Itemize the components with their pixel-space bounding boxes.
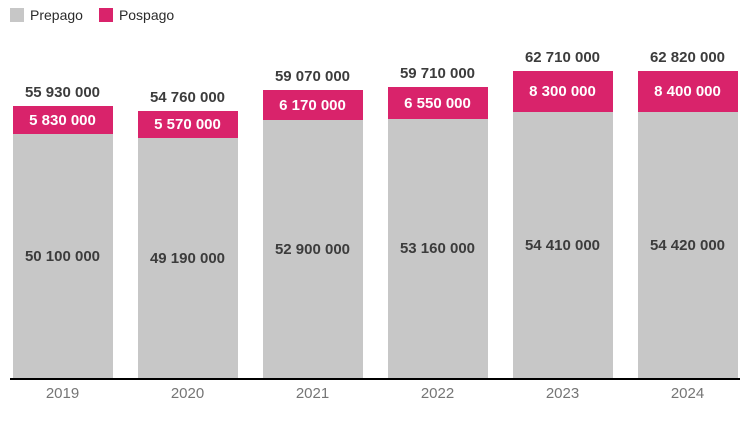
pospago-value-label: 5 570 000	[154, 116, 221, 133]
pospago-value-label: 5 830 000	[29, 111, 96, 129]
pospago-bar-segment[interactable]: 8 300 000	[512, 71, 613, 112]
x-axis-label-2020: 2020	[170, 385, 205, 402]
prepago-value-label: 54 410 000	[524, 236, 601, 254]
legend: Prepago Pospago	[10, 8, 174, 22]
prepago-swatch-icon	[10, 8, 24, 22]
x-axis-line	[10, 378, 740, 380]
prepago-value-label: 50 100 000	[24, 247, 101, 265]
pospago-value-label: 8 400 000	[654, 83, 721, 100]
prepago-bar-segment[interactable]: 53 160 000	[387, 119, 488, 378]
x-axis-label-2021: 2021	[295, 385, 330, 402]
bar-group-2024: 62 820 000 8 400 000 54 420 000	[625, 0, 750, 378]
pospago-bar-segment[interactable]: 5 570 000	[137, 111, 238, 138]
bar-group-2023: 62 710 000 8 300 000 54 410 000	[500, 0, 625, 378]
pospago-value-label: 6 550 000	[404, 94, 471, 112]
bar-group-2022: 59 710 000 6 550 000 53 160 000	[375, 0, 500, 378]
legend-label-prepago: Prepago	[30, 7, 83, 23]
pospago-bar-segment[interactable]: 8 400 000	[637, 71, 738, 112]
bar-group-2021: 59 070 000 6 170 000 52 900 000	[250, 0, 375, 378]
bar-plot-area: 55 930 000 5 830 000 50 100 000 54 760 000 5…	[0, 0, 750, 378]
prepago-value-label: 49 190 000	[149, 249, 226, 267]
pospago-swatch-icon	[98, 8, 113, 22]
prepago-value-label: 53 160 000	[399, 240, 476, 257]
total-value-label: 62 710 000	[524, 49, 601, 66]
total-value-label: 59 710 000	[399, 65, 476, 82]
legend-item-prepago[interactable]: Prepago	[10, 8, 83, 22]
prepago-bar-segment[interactable]: 52 900 000	[262, 120, 363, 378]
pospago-value-label: 6 170 000	[279, 96, 346, 114]
pospago-bar-segment[interactable]: 5 830 000	[12, 106, 113, 134]
pospago-bar-segment[interactable]: 6 170 000	[262, 90, 363, 120]
total-value-label: 54 760 000	[149, 89, 226, 106]
total-value-label: 62 820 000	[649, 49, 726, 66]
legend-item-pospago[interactable]: Pospago	[98, 7, 175, 23]
bar-group-2019: 55 930 000 5 830 000 50 100 000	[0, 0, 125, 378]
total-value-label: 59 070 000	[274, 68, 351, 85]
x-axis-label-2022: 2022	[420, 385, 455, 402]
pospago-bar-segment[interactable]: 6 550 000	[387, 87, 488, 119]
prepago-bar-segment[interactable]: 54 420 000	[637, 112, 738, 378]
prepago-value-label: 52 900 000	[274, 240, 351, 258]
x-axis-label-2024: 2024	[670, 385, 705, 402]
x-axis-label-2019: 2019	[45, 385, 80, 402]
prepago-bar-segment[interactable]: 50 100 000	[12, 134, 113, 378]
legend-label-pospago: Pospago	[118, 7, 175, 23]
pospago-value-label: 8 300 000	[529, 83, 596, 100]
prepago-bar-segment[interactable]: 54 410 000	[512, 112, 613, 378]
prepago-bar-segment[interactable]: 49 190 000	[137, 138, 238, 378]
total-value-label: 55 930 000	[24, 84, 101, 101]
x-axis-label-2023: 2023	[545, 385, 580, 402]
prepago-value-label: 54 420 000	[649, 236, 726, 254]
x-axis-labels: 2019 2020 2021 2022 2023 2024	[0, 385, 750, 402]
bar-group-2020: 54 760 000 5 570 000 49 190 000	[125, 0, 250, 378]
